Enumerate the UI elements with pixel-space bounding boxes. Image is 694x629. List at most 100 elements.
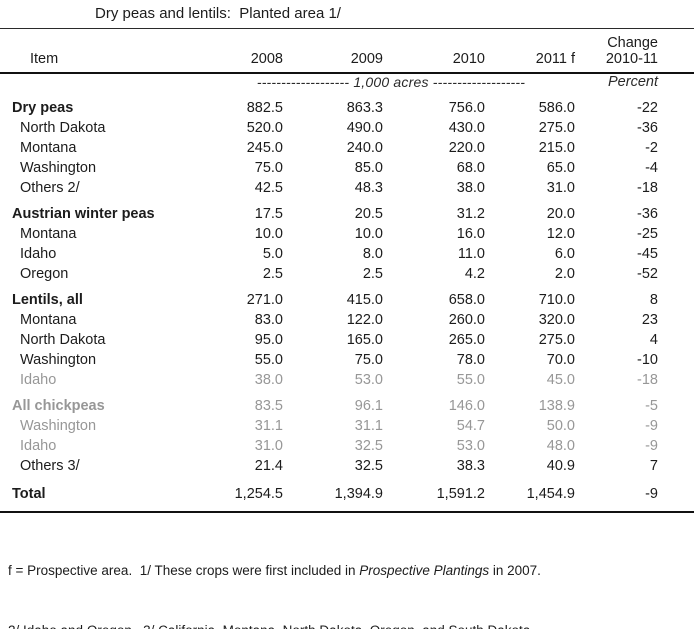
cell-value: 45.0 xyxy=(546,372,575,388)
cell-value: -2 xyxy=(645,140,658,156)
cell-value: -9 xyxy=(645,438,658,454)
cell-value: -18 xyxy=(637,372,658,388)
cell-value: 756.0 xyxy=(448,100,485,116)
row-label: North Dakota xyxy=(20,332,106,348)
cell-value: 520.0 xyxy=(246,120,283,136)
cell-value: 2.5 xyxy=(362,266,383,282)
cell-value: 96.1 xyxy=(354,398,383,414)
cell-value: 65.0 xyxy=(546,160,575,176)
cell-value: -45 xyxy=(637,246,658,262)
header-spacer xyxy=(0,29,577,51)
row-label: Idaho xyxy=(20,438,57,454)
cell-value: 53.0 xyxy=(456,438,485,454)
row-label: Lentils, all xyxy=(12,292,83,308)
cell-value: 4.2 xyxy=(464,266,485,282)
cell-value: 68.0 xyxy=(456,160,485,176)
cell-value: 415.0 xyxy=(346,292,383,308)
cell-value: 1,454.9 xyxy=(526,486,575,502)
row-label: Idaho xyxy=(20,246,57,262)
table-row: North Dakota 95.0 165.0 265.0 275.0 4 xyxy=(0,328,694,348)
cell-value: 2.0 xyxy=(554,266,575,282)
footnote-1-italic: Prospective Plantings xyxy=(359,563,490,578)
row-label: Others 3/ xyxy=(20,458,80,474)
table-row: Washington 31.1 31.1 54.7 50.0 -9 xyxy=(0,414,694,434)
cell-value: 55.0 xyxy=(254,352,283,368)
table-row: Oregon 2.5 2.5 4.2 2.0 -52 xyxy=(0,262,694,282)
table-row: Idaho 5.0 8.0 11.0 6.0 -45 xyxy=(0,242,694,262)
cell-value: 16.0 xyxy=(456,226,485,242)
column-header-change-line2: 2010-11 xyxy=(605,51,658,67)
cell-value: -25 xyxy=(637,226,658,242)
units-dashes-left: ------------------- xyxy=(256,74,350,90)
table-row: Montana 245.0 240.0 220.0 215.0 -2 xyxy=(0,136,694,156)
cell-value: 85.0 xyxy=(354,160,383,176)
table-row: Austrian winter peas 17.5 20.5 31.2 20.0 -36 xyxy=(0,196,694,222)
table-title: Dry peas and lentils: Planted area 1/ xyxy=(95,5,341,22)
cell-value: 275.0 xyxy=(538,332,575,348)
cell-value: 75.0 xyxy=(254,160,283,176)
cell-value: 17.5 xyxy=(254,206,283,222)
cell-value: 12.0 xyxy=(546,226,575,242)
footnote-1-tail: in 2007. xyxy=(489,563,541,578)
cell-value: 165.0 xyxy=(346,332,383,348)
cell-value: 31.1 xyxy=(254,418,283,434)
cell-value: 53.0 xyxy=(354,372,383,388)
cell-value: 586.0 xyxy=(538,100,575,116)
cell-value: 863.3 xyxy=(346,100,383,116)
cell-value: 882.5 xyxy=(246,100,283,116)
cell-value: 240.0 xyxy=(346,140,383,156)
cell-value: 48.3 xyxy=(354,180,383,196)
cell-value: 48.0 xyxy=(546,438,575,454)
footnote-line-1: f = Prospective area. 1/ These crops wer… xyxy=(8,561,686,581)
column-header-2009: 2009 xyxy=(350,51,383,67)
cell-value: 31.0 xyxy=(254,438,283,454)
title-rule xyxy=(0,28,694,29)
units-center-label: 1,000 acres xyxy=(353,74,429,90)
cell-value: -18 xyxy=(637,180,658,196)
cell-value: 31.1 xyxy=(354,418,383,434)
cell-value: 55.0 xyxy=(456,372,485,388)
cell-value: 7 xyxy=(649,458,658,474)
units-percent-label: Percent xyxy=(608,74,658,90)
cell-value: 8 xyxy=(649,292,658,308)
table-row: Montana 10.0 10.0 16.0 12.0 -25 xyxy=(0,222,694,242)
footnote-line-2: 2/ Idaho and Oregon. 3/ California, Mont… xyxy=(8,621,686,629)
cell-value: 70.0 xyxy=(546,352,575,368)
cell-value: -36 xyxy=(637,120,658,136)
units-row: ------------------- 1,000 acres --------… xyxy=(0,73,694,96)
cell-value: 265.0 xyxy=(448,332,485,348)
cell-value: 40.9 xyxy=(546,458,575,474)
table-row: Others 2/42.5 48.3 38.0 31.0 -18 xyxy=(0,176,694,196)
table-row: All chickpeas 83.5 96.1 146.0 138.9 -5 xyxy=(0,388,694,414)
header-row-main: Item 2008 2009 2010 2011 f 2010-11 xyxy=(0,51,694,73)
table-row: Lentils, all 271.0 415.0 658.0 710.0 8 xyxy=(0,282,694,308)
table-row: North Dakota 520.0 490.0 430.0 275.0 -36 xyxy=(0,116,694,136)
cell-value: 260.0 xyxy=(448,312,485,328)
cell-value: 8.0 xyxy=(362,246,383,262)
row-label: Montana xyxy=(20,312,77,328)
row-label: Others 2/ xyxy=(20,180,80,196)
cell-value: 23 xyxy=(641,312,658,328)
table-row: Idaho 31.0 32.5 53.0 48.0 -9 xyxy=(0,434,694,454)
cell-value: -10 xyxy=(637,352,658,368)
cell-value: 275.0 xyxy=(538,120,575,136)
table-body: ------------------- 1,000 acres --------… xyxy=(0,73,694,512)
cell-value: 138.9 xyxy=(538,398,575,414)
row-label: All chickpeas xyxy=(12,398,105,414)
cell-value: 2.5 xyxy=(262,266,283,282)
cell-value: 32.5 xyxy=(354,458,383,474)
column-header-2011f: 2011 f xyxy=(535,51,575,67)
row-label: Washington xyxy=(20,352,97,368)
cell-value: 1,394.9 xyxy=(334,486,383,502)
cell-value: 4 xyxy=(649,332,658,348)
row-label: Dry peas xyxy=(12,100,74,116)
table-row: Others 3/21.4 32.5 38.3 40.9 7 xyxy=(0,454,694,474)
cell-value: 95.0 xyxy=(254,332,283,348)
column-header-change-line1: Change xyxy=(607,35,658,51)
cell-value: -22 xyxy=(637,100,658,116)
row-label: Washington xyxy=(20,418,97,434)
total-row: Total 1,254.5 1,394.9 1,591.2 1,454.9 -9 xyxy=(0,474,694,512)
cell-value: 21.4 xyxy=(254,458,283,474)
cell-value: 54.7 xyxy=(456,418,485,434)
cell-value: 10.0 xyxy=(354,226,383,242)
